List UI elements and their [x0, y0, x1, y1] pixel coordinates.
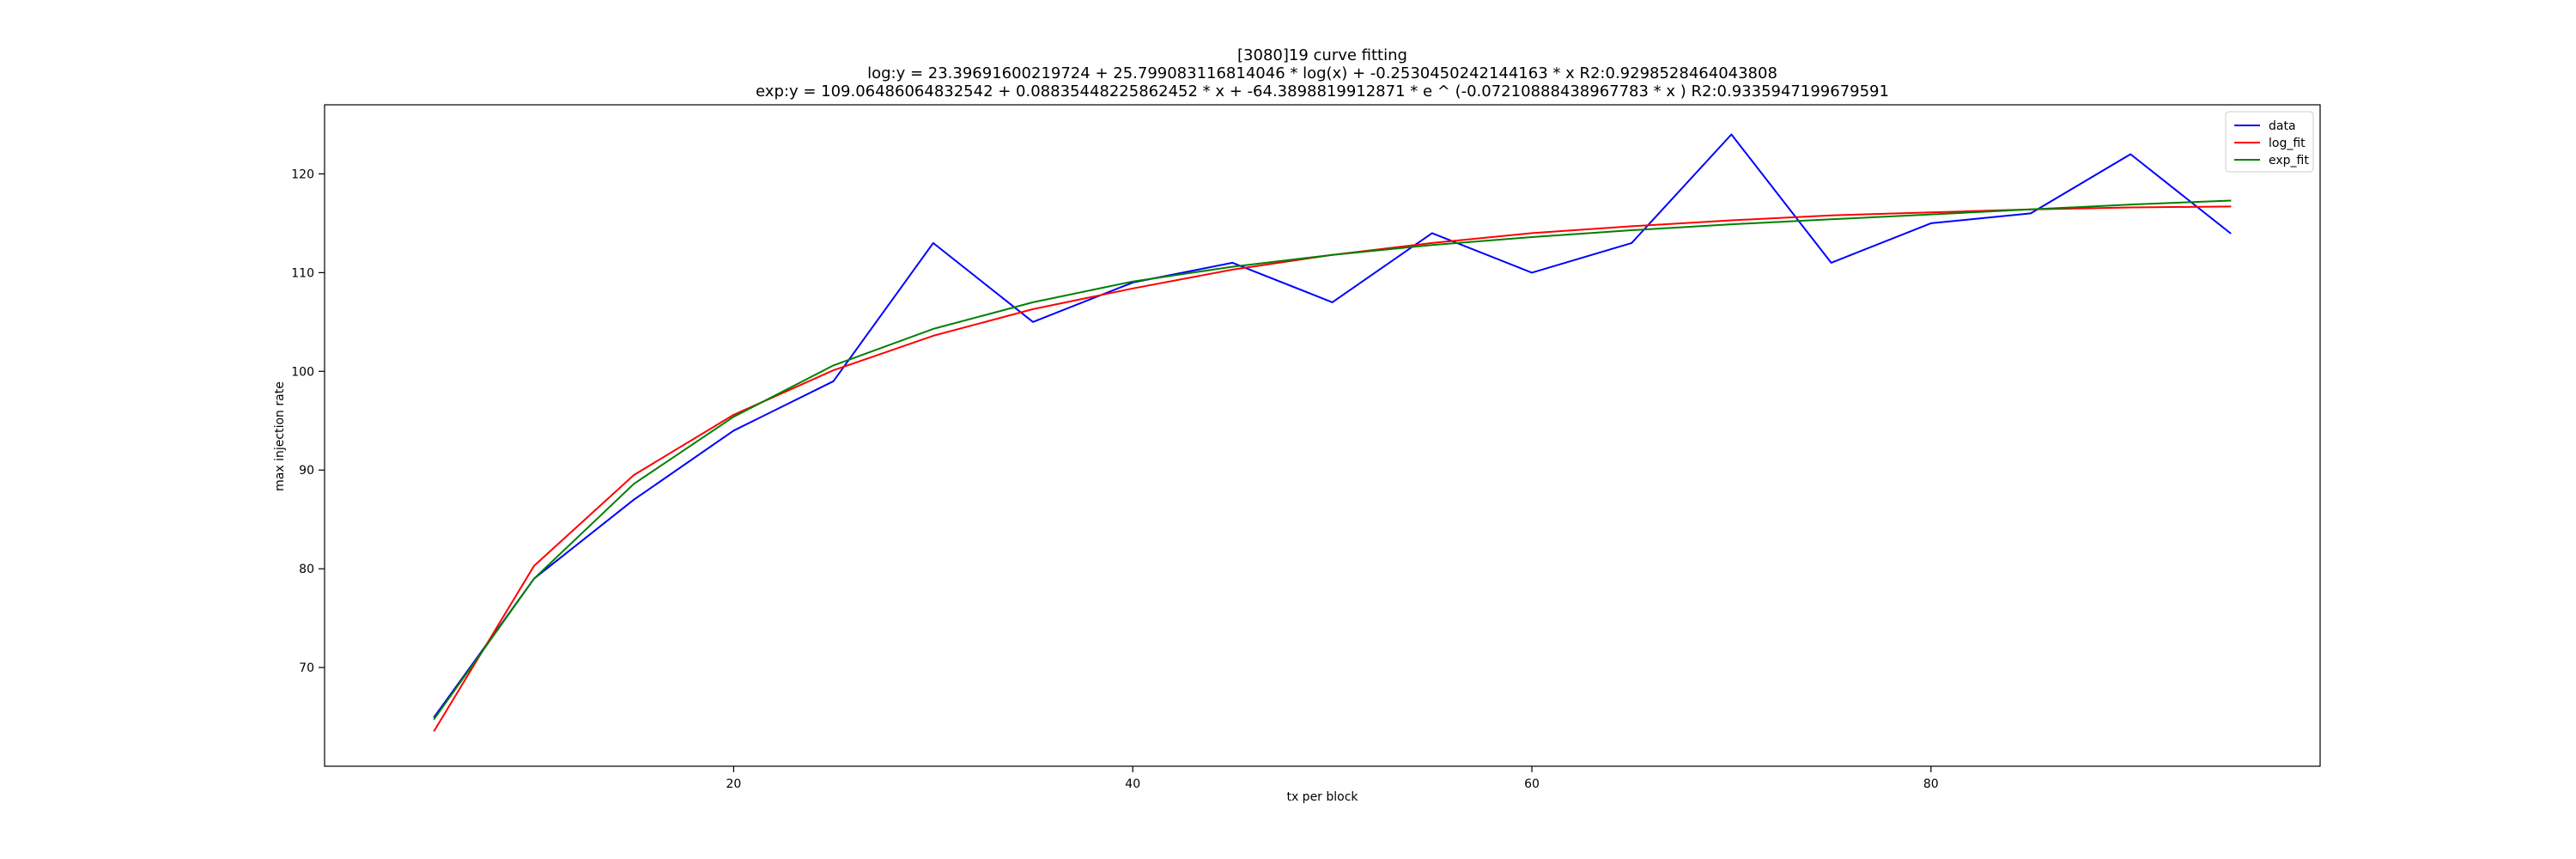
legend-box	[2225, 111, 2314, 173]
y-tick-label: 110	[291, 266, 314, 280]
legend-label-data: data	[2269, 119, 2296, 133]
y-tick-label: 70	[299, 661, 314, 675]
x-tick-label: 60	[1524, 777, 1540, 791]
log-fit-equation: log:y = 23.39691600219724 + 25.799083116…	[867, 64, 1777, 82]
y-tick-label: 80	[299, 563, 314, 576]
x-tick-label: 20	[726, 777, 742, 791]
axes-frame	[324, 104, 2321, 767]
exp-fit-equation: exp:y = 109.06486064832542 + 0.088354482…	[756, 82, 1889, 101]
y-axis-label: max injection rate	[273, 381, 287, 491]
series-line-data	[433, 133, 2232, 718]
series-line-exp_fit	[433, 199, 2232, 721]
x-tick-label: 80	[1923, 777, 1939, 791]
chart-title: [3080]19 curve fitting	[1237, 46, 1407, 64]
plot-area: 20 40 60 80 70 80 90 100 110 120 data log_fit exp_fi…	[291, 104, 2321, 791]
legend-label-exp_fit: exp_fit	[2269, 154, 2309, 168]
x-axis-label: tx per block	[1286, 790, 1358, 804]
x-tick-label: 40	[1125, 777, 1140, 791]
y-tick-label: 120	[291, 168, 314, 181]
y-tick-label: 90	[299, 464, 314, 478]
legend-label-log_fit: log_fit	[2269, 137, 2306, 150]
y-tick-label: 100	[291, 365, 314, 379]
